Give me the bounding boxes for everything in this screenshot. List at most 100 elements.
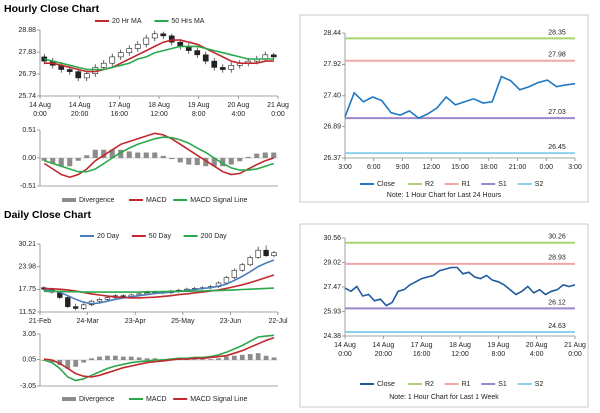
divergence-bar [271,357,277,360]
y-tick-label: 23.98 [18,264,36,271]
candle-body [65,297,71,307]
divergence-bar [192,359,198,360]
series-line [44,287,275,293]
y-tick-label: 30.56 [323,235,341,242]
candle-body [219,67,226,70]
candle-body [231,269,238,278]
x-tick-label: 24-Mar [77,318,100,325]
y-tick-label: -0.51 [20,183,36,190]
x-tick-label: 9:00 [396,164,410,171]
x-tick-label: 15:00 [451,164,469,171]
divergence-bar [128,356,134,360]
x-tick-label: 14 Aug 0:00 [334,342,356,358]
section-title: Hourly Close Chart [4,3,100,15]
divergence-bar [271,152,277,158]
series-line [43,259,275,305]
divergence-bar [216,358,221,360]
candle-body [73,306,79,309]
candle-body [271,252,277,256]
x-tick-label: 19 Aug 8:00 [487,342,509,358]
divergence-bar [58,158,64,167]
x-tick-label: 23-Apr [125,318,147,325]
candle-body [126,48,133,54]
divergence-bar [135,152,141,158]
divergence-bar [228,158,234,165]
candle-body [228,65,235,70]
legend-label: MACD Signal Line [190,396,247,403]
divergence-bar [41,158,47,161]
x-tick-label: 17 Aug 16:00 [411,342,433,358]
y-tick-label: -3.05 [20,383,36,390]
legend-label: Close [377,181,395,188]
legend-label: R2 [425,181,434,188]
candle-body [223,277,230,284]
x-tick-label: 14 Aug 20:00 [69,102,91,118]
level-label: 30.26 [548,234,566,241]
divergence-bar [126,151,132,158]
x-tick-label: 21 Aug 0:00 [267,102,289,118]
candle-body [120,295,126,297]
y-tick-label: 27.47 [323,284,341,291]
chart-frame [299,14,589,203]
y-tick-label: 0.05 [22,356,36,363]
legend-label: 50 Day [149,233,172,240]
y-tick-label: 24.38 [323,333,341,340]
divergence-bar [105,355,110,360]
y-tick-label: 0.51 [22,127,36,134]
divergence-bar [75,158,81,161]
legend-label: 50 Hrs MA [171,18,204,25]
divergence-bar [143,152,149,158]
legend-label: MACD Signal Line [190,197,247,204]
series-line [344,266,576,307]
legend-label: S1 [498,181,507,188]
divergence-bar [97,356,102,360]
y-tick-label: 28.44 [323,30,341,37]
candle-body [143,37,150,45]
x-tick-label: 25-May [171,318,195,325]
divergence-bar [81,360,87,363]
y-tick-label: 28.88 [18,27,36,34]
divergence-bar [200,359,206,360]
y-tick-label: 26.79 [18,71,36,78]
x-tick-label: 18:00 [480,164,498,171]
divergence-bar [231,355,237,360]
y-tick-label: 27.92 [323,61,341,68]
candle-body [202,54,209,62]
legend-label: 200 Day [201,233,228,240]
y-tick-label: 30.21 [18,241,36,248]
candle-body [263,249,269,256]
legend-label: S2 [535,181,544,188]
legend-label: R2 [425,381,434,388]
candle-body [134,43,141,49]
divergence-bar [152,152,158,158]
divergence-bar [118,149,124,158]
divergence-bar [194,158,200,166]
divergence-bar [169,158,175,160]
legend-label: Divergence [79,396,115,403]
y-tick-label: 3.05 [22,331,36,338]
x-tick-label: 20 Aug 4:00 [526,342,548,358]
chart-note: Note: 1 Hour Chart for Last 24 Hours [387,192,502,199]
divergence-bar [67,158,73,167]
divergence-bar [237,158,243,162]
y-tick-label: 25.93 [323,308,341,315]
chart-note: Note: 1 Hour Chart for Last 1 Week [389,394,499,401]
divergence-bar [208,359,213,360]
candle-body [211,60,218,68]
candle-body [100,62,107,68]
series-line [43,334,275,382]
candle-body [80,304,87,309]
divergence-bar [245,156,251,158]
candle-body [168,35,175,43]
candle-body [117,52,124,58]
divergence-bar [203,158,209,167]
divergence-bar [101,149,107,158]
legend-label: S1 [498,381,507,388]
chart-frame [299,223,589,408]
candle-body [75,71,82,79]
legend-label: R1 [462,181,471,188]
level-label: 26.45 [548,144,566,151]
y-tick-label: 26.89 [323,123,341,130]
candle-body [151,33,158,39]
candle-body [270,54,277,58]
